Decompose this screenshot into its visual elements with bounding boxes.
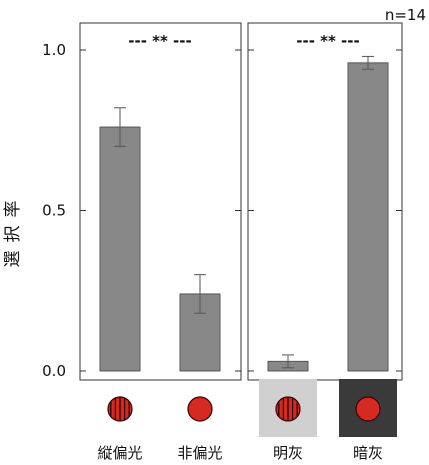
category-label: 縦偏光 <box>97 444 142 462</box>
y-tick-label: 1.0 <box>42 41 66 59</box>
stimulus-striped-circle-icon <box>107 396 133 422</box>
y-axis-label: 選択率 <box>3 193 23 268</box>
bar <box>99 126 141 372</box>
y-tick-label: 0.5 <box>42 202 66 220</box>
y-tick-label: 0.0 <box>42 362 66 380</box>
panel-frame <box>79 22 242 381</box>
plot-area: 0.0 0.5 1.0 --- ** --- 縦偏光 非偏光 --- ** --- 明灰 暗灰 <box>42 22 403 462</box>
stimulus-solid-circle-icon <box>187 396 213 422</box>
stimulus-circle <box>187 396 213 422</box>
stimulus-striped-circle-icon <box>259 379 317 437</box>
category-label: 非偏光 <box>177 444 222 462</box>
bar <box>347 62 389 372</box>
category-label: 明灰 <box>273 444 303 462</box>
significance-label: --- ** --- <box>296 32 360 50</box>
stimulus-solid-circle-icon <box>339 379 397 437</box>
significance-label: --- ** --- <box>128 32 192 50</box>
n-label: n=14 <box>385 6 426 24</box>
panel-frame <box>247 22 403 381</box>
category-label: 暗灰 <box>353 444 383 462</box>
stimulus-circle <box>355 396 381 422</box>
